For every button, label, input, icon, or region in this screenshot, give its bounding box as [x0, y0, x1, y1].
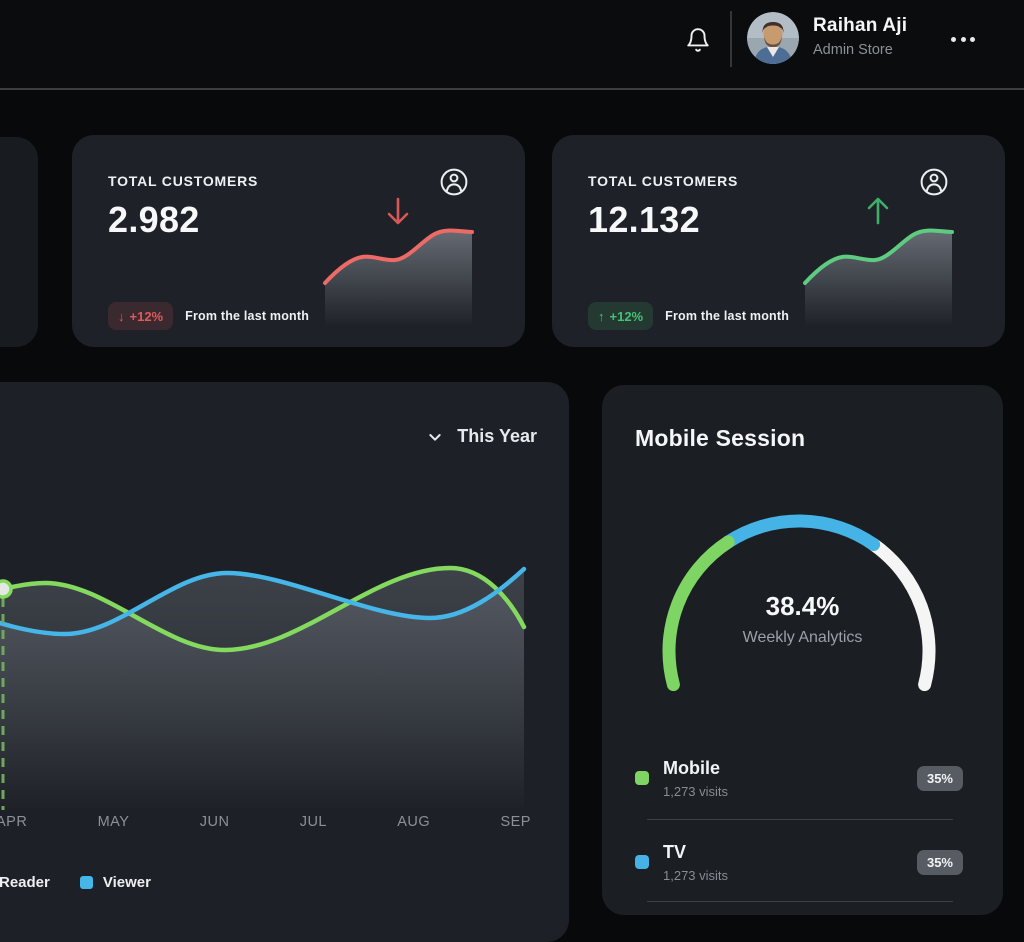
list-item-mobile: Mobile 1,273 visits 35%: [635, 748, 963, 808]
list-item-tv: TV 1,273 visits 35%: [635, 832, 963, 892]
share-badge: 35%: [916, 849, 963, 875]
user-name: Raihan Aji: [813, 15, 908, 36]
gauge-center-text: 38.4% Weekly Analytics: [602, 591, 1003, 647]
x-axis-label: SEP: [500, 814, 531, 830]
legend-item-reader[interactable]: Reader: [0, 874, 50, 891]
share-badge: 35%: [916, 765, 963, 791]
stat-footer: ↓ +12% From the last month: [108, 301, 309, 331]
avatar-image: [747, 12, 799, 64]
arrow-down-icon: ↓: [118, 308, 125, 324]
viewer-line: [0, 566, 527, 637]
stat-value: 12.132: [588, 199, 700, 240]
list-divider: [647, 819, 953, 820]
gauge-segment-green: [662, 535, 735, 692]
stat-footer: ↑ +12% From the last month: [588, 301, 789, 331]
x-axis-label: AUG: [397, 814, 431, 830]
user-circle-icon: [920, 168, 948, 196]
weekly-analytics-gauge: [662, 514, 936, 692]
stat-label: TOTAL CUSTOMERS: [588, 173, 739, 189]
x-axis-label: APR: [0, 814, 28, 830]
highlight-marker: [0, 579, 13, 599]
chevron-down-icon: [429, 433, 441, 441]
list-item-text: TV 1,273 visits: [663, 842, 728, 883]
dot-icon: [970, 36, 975, 42]
reader-line: [0, 565, 527, 653]
sparkline-down-chart: [323, 197, 474, 325]
notification-bell-button[interactable]: [682, 22, 714, 58]
stat-card-customers-down: TOTAL CUSTOMERS 2.982 ↓ +12% From the la…: [72, 135, 525, 347]
list-divider: [647, 901, 953, 902]
trend-badge-down: ↓ +12%: [108, 302, 174, 330]
list-item-visits: 1,273 visits: [663, 867, 729, 883]
legend-label: Reader: [0, 874, 50, 891]
gauge-value: 38.4%: [765, 591, 840, 621]
viewer-swatch-icon: [79, 876, 93, 889]
list-item-visits: 1,273 visits: [663, 783, 729, 799]
tv-swatch-icon: [635, 855, 649, 869]
legend-item-viewer[interactable]: Viewer: [79, 874, 151, 891]
x-axis-label: JUN: [199, 814, 230, 830]
stat-value: 2.982: [108, 199, 200, 240]
mobile-swatch-icon: [635, 771, 649, 785]
stat-card-customers-up: TOTAL CUSTOMERS 12.132 ↑ +12% From the l…: [552, 135, 1005, 347]
x-axis-label: MAY: [97, 814, 130, 830]
trend-percent: +12%: [609, 308, 644, 324]
trend-badge-up: ↑ +12%: [588, 302, 654, 330]
dot-icon: [960, 36, 966, 42]
stat-caption: From the last month: [185, 309, 310, 323]
year-filter-dropdown[interactable]: This Year: [427, 426, 537, 447]
chart-legend: Reader Viewer: [0, 874, 151, 891]
user-circle-icon: [440, 168, 468, 196]
arrow-up-icon: ↑: [598, 308, 605, 324]
viewer-area: [0, 569, 524, 812]
x-axis-label: JUL: [299, 814, 327, 830]
bell-icon: [687, 28, 709, 52]
year-filter-label: This Year: [457, 426, 537, 446]
gauge-caption: Weekly Analytics: [742, 629, 863, 646]
sparkline-up-chart: [803, 197, 954, 325]
more-options-button[interactable]: [951, 30, 983, 48]
top-header: Raihan Aji Admin Store: [0, 0, 1024, 90]
x-axis-labels: APR MAY JUN JUL AUG SEP: [0, 814, 531, 830]
arrow-down-icon: [387, 197, 409, 225]
avatar[interactable]: [747, 12, 799, 64]
header-divider: [730, 11, 732, 67]
mobile-session-card: Mobile Session 38.4% Weekly Analytics Mo…: [602, 385, 1003, 915]
stat-caption: From the last month: [665, 309, 790, 323]
reader-viewer-line-chart: [0, 565, 527, 812]
list-item-text: Mobile 1,273 visits: [663, 758, 728, 799]
stat-label: TOTAL CUSTOMERS: [108, 173, 259, 189]
user-role: Admin Store: [813, 42, 893, 58]
list-item-title: Mobile: [663, 757, 720, 778]
stat-card-partial: [0, 137, 38, 347]
visitors-chart-card: This Year APR MAY JUN JUL AUG SEP Reader…: [0, 382, 569, 942]
legend-label: Viewer: [102, 874, 151, 891]
trend-percent: +12%: [129, 308, 164, 324]
card-title: Mobile Session: [635, 425, 806, 451]
arrow-up-icon: [867, 197, 889, 225]
dot-icon: [951, 36, 956, 42]
list-item-title: TV: [663, 841, 687, 862]
gauge-segment-white: [867, 538, 936, 692]
gauge-segment-blue: [721, 514, 881, 551]
